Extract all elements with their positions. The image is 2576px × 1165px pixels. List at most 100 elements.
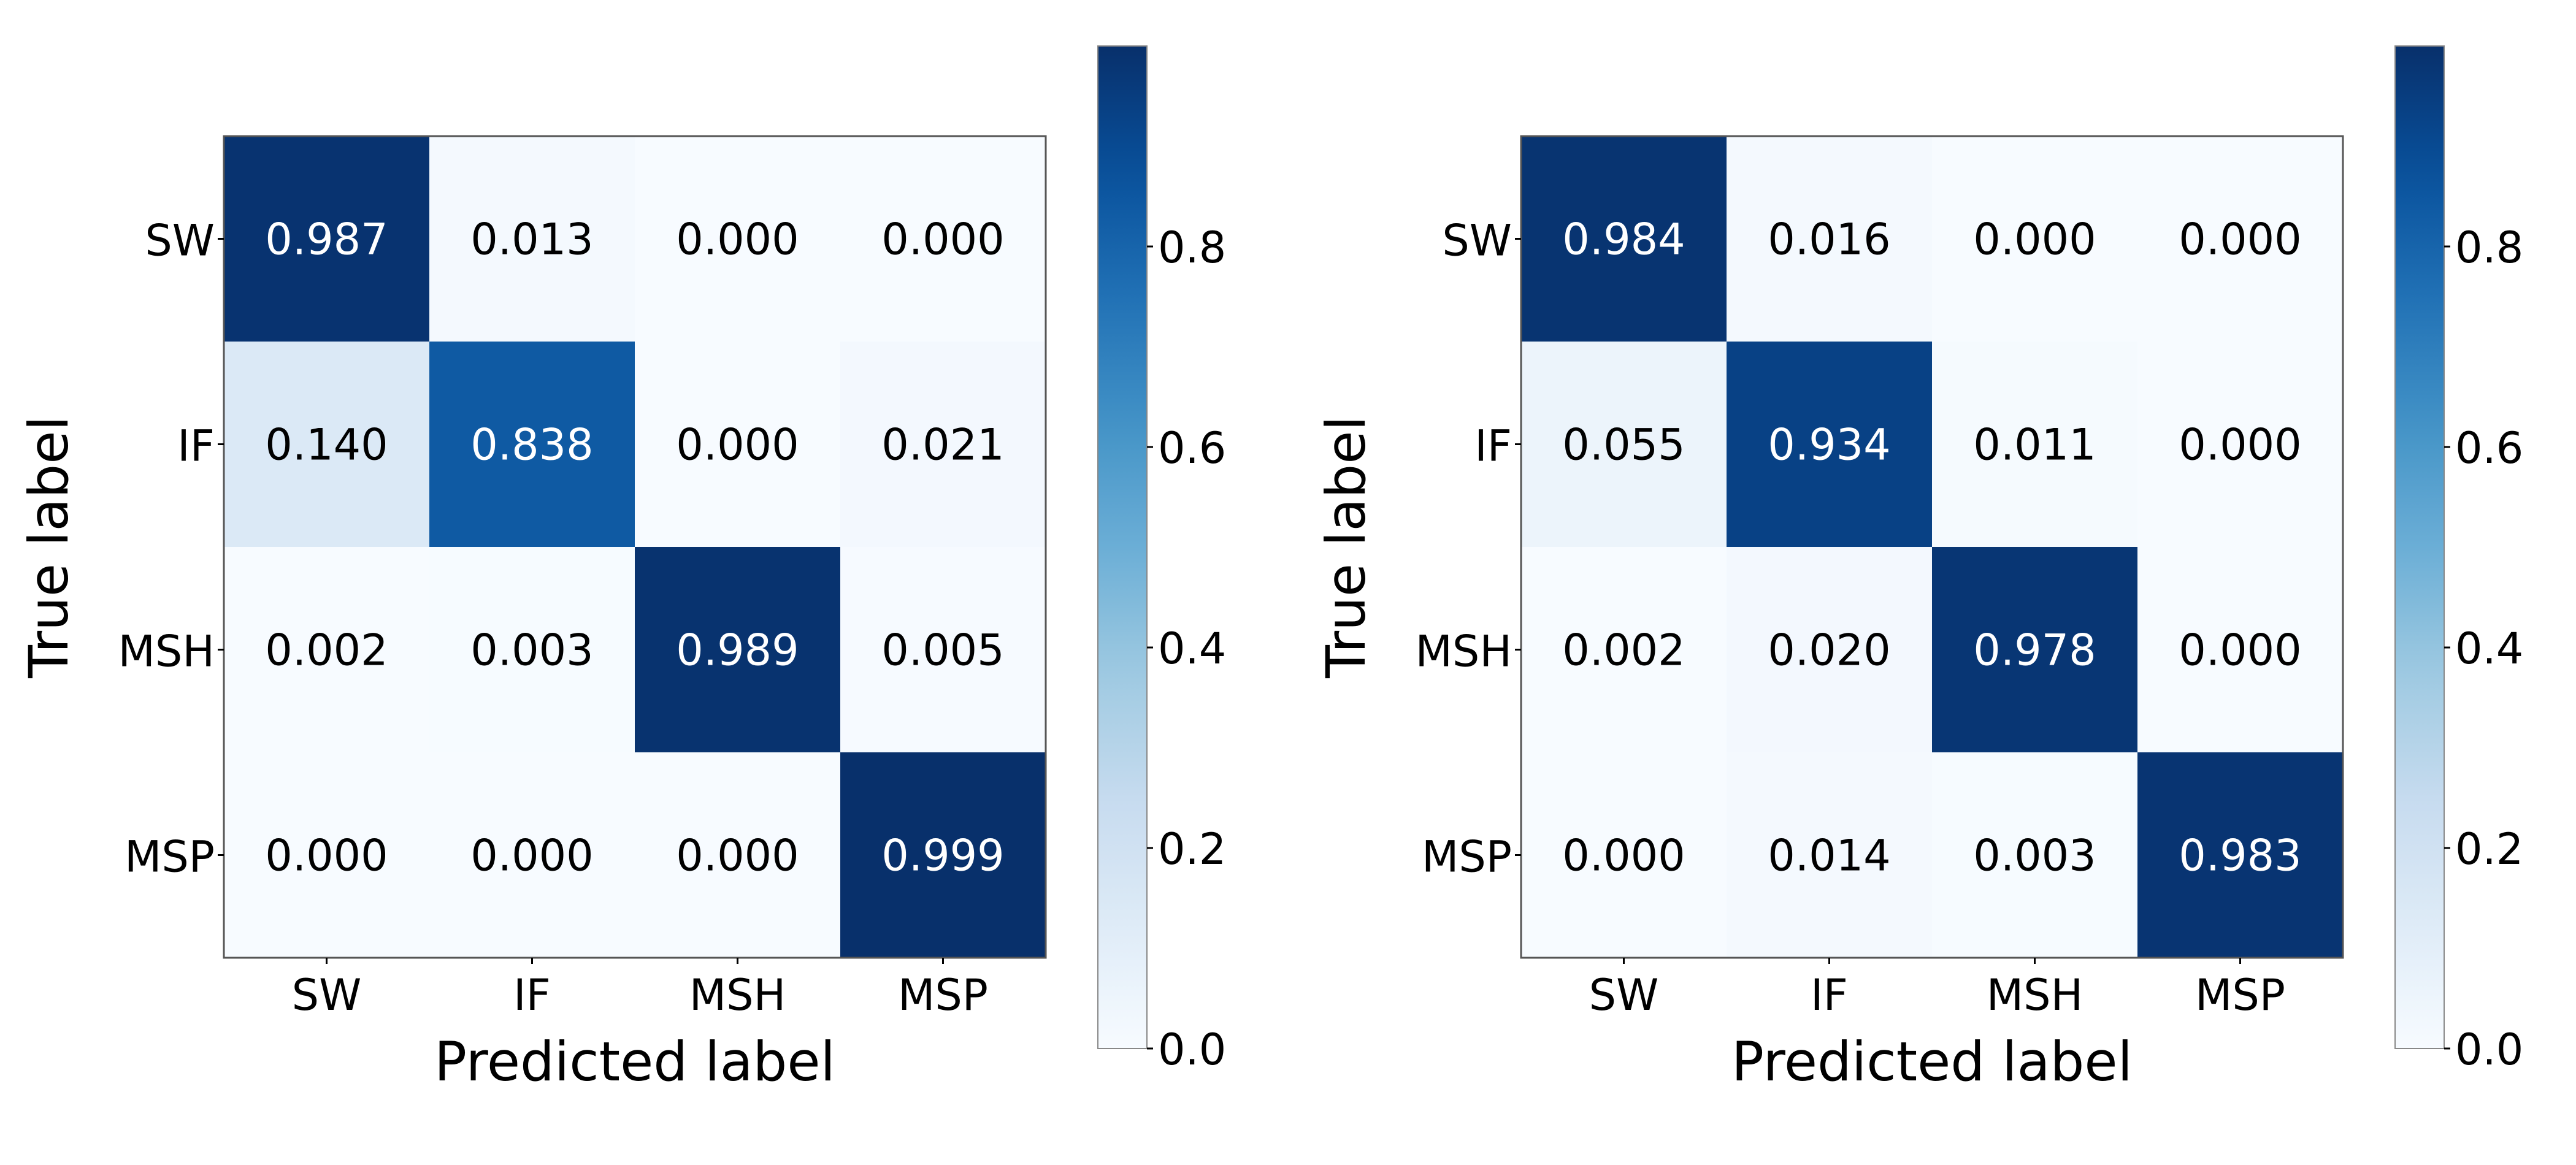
colorbar-tick-label: 0.4 <box>1158 624 1226 674</box>
matrix-cell <box>840 136 1046 342</box>
x-tick-label: SW <box>1589 970 1659 1020</box>
cell-value-label: 0.016 <box>1768 215 1890 265</box>
colorbar <box>2394 45 2445 1049</box>
matrix-frame <box>1520 135 2344 959</box>
matrix-cell <box>1932 342 2137 547</box>
y-axis-label: True label <box>17 416 80 679</box>
x-tick-label: IF <box>513 970 551 1020</box>
matrix-cell <box>1932 547 2137 752</box>
cell-value-label: 0.987 <box>265 215 388 265</box>
matrix-cell <box>2137 342 2343 547</box>
cell-value-label: 0.013 <box>470 215 593 265</box>
matrix-cell <box>840 547 1046 752</box>
y-tick-label: SW <box>145 216 215 266</box>
matrix-cell <box>429 136 635 342</box>
cell-value-label: 0.140 <box>265 420 388 470</box>
matrix-cell <box>635 136 840 342</box>
colorbar-tick-label: 0.6 <box>1158 423 1226 473</box>
matrix-cell <box>635 342 840 547</box>
matrix-cell <box>840 752 1046 958</box>
cell-value-label: 0.000 <box>2179 215 2301 265</box>
matrix-cell <box>2137 547 2343 752</box>
y-tick-label: SW <box>1442 216 1512 266</box>
x-axis-label: Predicted label <box>1731 1030 2133 1093</box>
cell-value-label: 0.000 <box>2179 420 2301 470</box>
colorbar-tick-label: 0.2 <box>1158 824 1226 874</box>
cell-value-label: 0.003 <box>1973 831 2096 881</box>
cell-value-label: 0.003 <box>470 625 593 676</box>
y-tick-label: MSH <box>118 627 215 677</box>
y-tick-label: MSH <box>1416 627 1512 677</box>
matrix-cell <box>2137 136 2343 342</box>
matrix-cell <box>429 342 635 547</box>
matrix-cell <box>224 136 429 342</box>
x-tick-label: SW <box>292 970 362 1020</box>
matrix-cell <box>840 342 1046 547</box>
matrix-cell <box>1932 136 2137 342</box>
cell-value-label: 0.002 <box>1562 625 1685 676</box>
cell-value-label: 0.984 <box>1562 215 1685 265</box>
y-axis-label: True label <box>1314 416 1378 679</box>
x-axis-label: Predicted label <box>434 1030 835 1093</box>
cell-value-label: 0.838 <box>470 420 593 470</box>
cell-value-label: 0.999 <box>881 831 1004 881</box>
cell-value-label: 0.021 <box>881 420 1004 470</box>
cell-value-label: 0.000 <box>470 831 593 881</box>
confusion-matrix-panel-2: 0.984 0.016 0.000 0.000 0.055 0.934 0.011 0.000… <box>1314 45 2523 1093</box>
cell-value-label: 0.000 <box>881 215 1004 265</box>
cell-value-label: 0.989 <box>676 625 799 676</box>
matrix-cell <box>1727 547 1932 752</box>
cell-value-label: 0.934 <box>1768 420 1890 470</box>
matrix-frame <box>223 135 1047 959</box>
matrix-cell <box>224 547 429 752</box>
matrix-cell <box>1521 342 1727 547</box>
cell-value-label: 0.011 <box>1973 420 2096 470</box>
cell-value-label: 0.000 <box>676 215 799 265</box>
colorbar-tick-label: 0.8 <box>2455 223 2523 273</box>
matrix-cell <box>635 547 840 752</box>
y-tick-label: MSP <box>1422 832 1512 882</box>
colorbar-tick-label: 0.8 <box>1158 223 1226 273</box>
x-tick-label: MSP <box>898 970 988 1020</box>
x-tick-label: MSP <box>2195 970 2285 1020</box>
colorbar-tick-label: 0.2 <box>2455 824 2523 874</box>
colorbar-tick-label: 0.6 <box>2455 423 2523 473</box>
cell-value-label: 0.000 <box>1562 831 1685 881</box>
matrix-cell <box>1727 136 1932 342</box>
cell-value-label: 0.005 <box>881 625 1004 676</box>
cell-value-label: 0.014 <box>1768 831 1890 881</box>
matrix-cell <box>429 752 635 958</box>
matrix-cell <box>1932 752 2137 958</box>
cell-value-label: 0.978 <box>1973 625 2096 676</box>
x-tick-label: MSH <box>689 970 786 1020</box>
matrix-cell <box>1727 342 1932 547</box>
matrix-cell <box>1521 136 1727 342</box>
cell-value-label: 0.983 <box>2179 831 2301 881</box>
x-tick-label: MSH <box>1987 970 2083 1020</box>
y-tick-label: IF <box>177 421 215 472</box>
matrix-cell <box>635 752 840 958</box>
matrix-cell <box>224 342 429 547</box>
matrix-cell <box>1521 752 1727 958</box>
matrix-cell <box>224 752 429 958</box>
y-tick-label: IF <box>1474 421 1512 472</box>
colorbar-tick-label: 0.0 <box>1158 1025 1226 1075</box>
cell-value-label: 0.000 <box>1973 215 2096 265</box>
colorbar-tick-label: 0.0 <box>2455 1025 2523 1075</box>
cell-value-label: 0.000 <box>265 831 388 881</box>
x-tick-label: IF <box>1811 970 1848 1020</box>
colorbar <box>1097 45 1148 1049</box>
matrix-cell <box>1727 752 1932 958</box>
y-tick-label: MSP <box>125 832 215 882</box>
confusion-matrix-panel-1: 0.987 0.013 0.000 0.000 0.140 0.838 0.000 0.021… <box>17 45 1226 1093</box>
matrix-cell <box>429 547 635 752</box>
matrix-cell <box>1521 547 1727 752</box>
cell-value-label: 0.000 <box>676 420 799 470</box>
matrix-cell <box>2137 752 2343 958</box>
colorbar-tick-label: 0.4 <box>2455 624 2523 674</box>
cell-value-label: 0.000 <box>2179 625 2301 676</box>
cell-value-label: 0.020 <box>1768 625 1890 676</box>
cell-value-label: 0.000 <box>676 831 799 881</box>
cell-value-label: 0.002 <box>265 625 388 676</box>
